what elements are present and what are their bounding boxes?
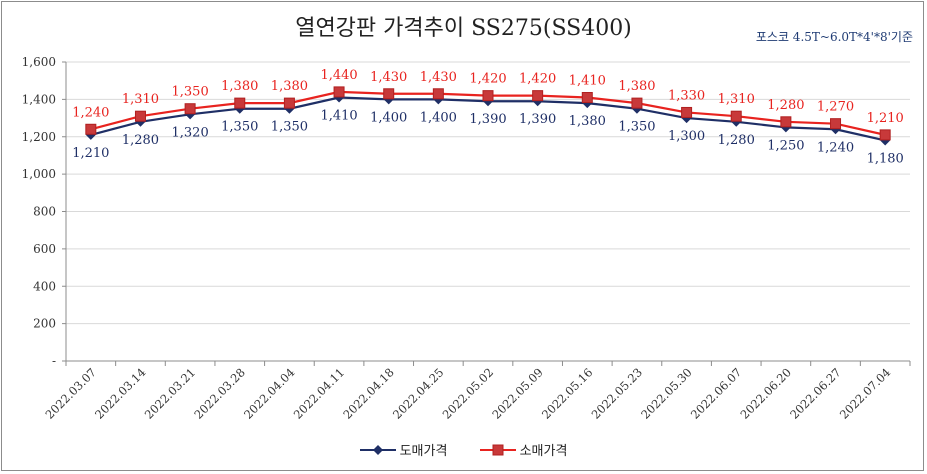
data-point-retail[interactable] xyxy=(85,123,97,135)
legend-item-wholesale[interactable]: 도매가격 xyxy=(359,440,448,459)
data-label-wholesale: 1,210 xyxy=(72,146,109,161)
data-label-wholesale: 1,390 xyxy=(469,112,506,127)
x-tick-label: 2022.03.28 xyxy=(191,365,247,421)
series xyxy=(85,86,891,146)
data-label-retail: 1,380 xyxy=(221,79,258,94)
legend-wholesale-marker xyxy=(359,444,396,455)
y-tick-label: 400 xyxy=(33,279,56,293)
data-label-wholesale: 1,350 xyxy=(618,120,655,135)
legend: 도매가격 소매가격 xyxy=(0,440,927,460)
data-label-retail: 1,310 xyxy=(122,92,159,107)
x-tick-label: 2022.05.23 xyxy=(589,365,645,421)
data-label-retail: 1,210 xyxy=(867,111,904,126)
data-point-retail[interactable] xyxy=(730,110,742,122)
legend-item-retail[interactable]: 소매가격 xyxy=(479,440,568,459)
y-tick-label: 1,200 xyxy=(22,130,56,144)
data-point-retail[interactable] xyxy=(581,92,593,104)
data-label-retail: 1,380 xyxy=(618,79,655,94)
y-tick-label: 1,000 xyxy=(22,167,56,181)
data-point-retail[interactable] xyxy=(482,90,494,102)
x-tick-label: 2022.03.14 xyxy=(92,365,148,421)
x-tick-label: 2022.04.11 xyxy=(291,365,347,421)
data-label-wholesale: 1,350 xyxy=(271,120,308,135)
x-tick-label: 2022.06.20 xyxy=(738,365,794,421)
y-tick-label: 1,600 xyxy=(22,55,56,69)
data-point-retail[interactable] xyxy=(283,97,295,109)
x-tick-label: 2022.07.04 xyxy=(837,365,893,421)
legend-retail-label: 소매가격 xyxy=(519,444,568,459)
data-point-retail[interactable] xyxy=(333,86,345,98)
x-tick-label: 2022.03.07 xyxy=(42,365,98,421)
y-tick-label: 600 xyxy=(33,242,56,256)
x-tick-label: 2022.06.07 xyxy=(688,365,744,421)
data-label-wholesale: 1,410 xyxy=(320,109,357,124)
data-point-retail[interactable] xyxy=(681,106,693,118)
data-label-wholesale: 1,280 xyxy=(122,133,159,148)
data-label-retail: 1,280 xyxy=(767,98,804,113)
data-label-wholesale: 1,300 xyxy=(668,129,705,144)
y-tick-label: 1,400 xyxy=(22,92,56,106)
data-label-retail: 1,440 xyxy=(320,68,357,83)
x-tick-label: 2022.04.18 xyxy=(340,365,396,421)
data-label-retail: 1,420 xyxy=(469,72,506,87)
chart-title: 열연강판 가격추이 SS275(SS400) xyxy=(295,16,632,41)
data-point-retail[interactable] xyxy=(879,129,891,141)
data-point-retail[interactable] xyxy=(532,90,544,102)
x-tick-label: 2022.03.21 xyxy=(142,365,198,421)
data-label-wholesale: 1,250 xyxy=(767,138,804,153)
data-label-wholesale: 1,180 xyxy=(867,151,904,166)
data-point-retail[interactable] xyxy=(184,103,196,115)
x-tick-label: 2022.06.27 xyxy=(787,365,843,421)
data-point-retail[interactable] xyxy=(780,116,792,128)
y-tick-label: 200 xyxy=(33,317,56,331)
data-label-retail: 1,410 xyxy=(569,74,606,89)
data-point-retail[interactable] xyxy=(631,97,643,109)
data-label-retail: 1,430 xyxy=(370,70,407,85)
data-label-wholesale: 1,400 xyxy=(370,110,407,125)
data-label-wholesale: 1,350 xyxy=(221,120,258,135)
line-chart: - 200 400 600 800 1,000 1,200 1,400 1,600 2022.03… xyxy=(22,55,911,422)
data-label-retail: 1,430 xyxy=(420,70,457,85)
data-label-wholesale: 1,380 xyxy=(569,114,606,129)
data-label-wholesale: 1,280 xyxy=(718,133,755,148)
x-tick-label: 2022.04.04 xyxy=(241,365,297,421)
y-tick-label: 800 xyxy=(33,205,56,219)
legend-wholesale-label: 도매가격 xyxy=(399,444,448,459)
x-tick-label: 2022.04.25 xyxy=(390,365,446,421)
data-label-wholesale: 1,320 xyxy=(172,125,209,140)
data-label-retail: 1,310 xyxy=(718,92,755,107)
x-tick-label: 2022.05.02 xyxy=(440,365,496,421)
x-tick-label: 2022.05.30 xyxy=(638,365,694,421)
data-label-retail: 1,240 xyxy=(72,105,109,120)
data-label-retail: 1,270 xyxy=(817,100,854,115)
data-label-retail: 1,350 xyxy=(172,85,209,100)
data-label-wholesale: 1,390 xyxy=(519,112,556,127)
data-label-wholesale: 1,240 xyxy=(817,140,854,155)
data-label-retail: 1,420 xyxy=(519,72,556,87)
data-point-retail[interactable] xyxy=(383,88,395,100)
x-tick-label: 2022.05.09 xyxy=(489,365,545,421)
data-point-retail[interactable] xyxy=(234,97,246,109)
y-tick-label: - xyxy=(52,354,56,368)
data-label-wholesale: 1,400 xyxy=(420,110,457,125)
data-label-retail: 1,380 xyxy=(271,79,308,94)
data-label-retail: 1,330 xyxy=(668,88,705,103)
x-tick-label: 2022.05.16 xyxy=(539,365,595,421)
data-point-retail[interactable] xyxy=(432,88,444,100)
legend-retail-marker xyxy=(479,444,516,455)
data-point-retail[interactable] xyxy=(134,110,146,122)
data-point-retail[interactable] xyxy=(830,118,842,130)
chart-subtitle: 포스코 4.5T~6.0T*4'*8'기준 xyxy=(755,30,913,44)
data-labels: 1,210 1,280 1,320 1,350 1,350 1,410 1,400 1,400… xyxy=(72,68,904,167)
